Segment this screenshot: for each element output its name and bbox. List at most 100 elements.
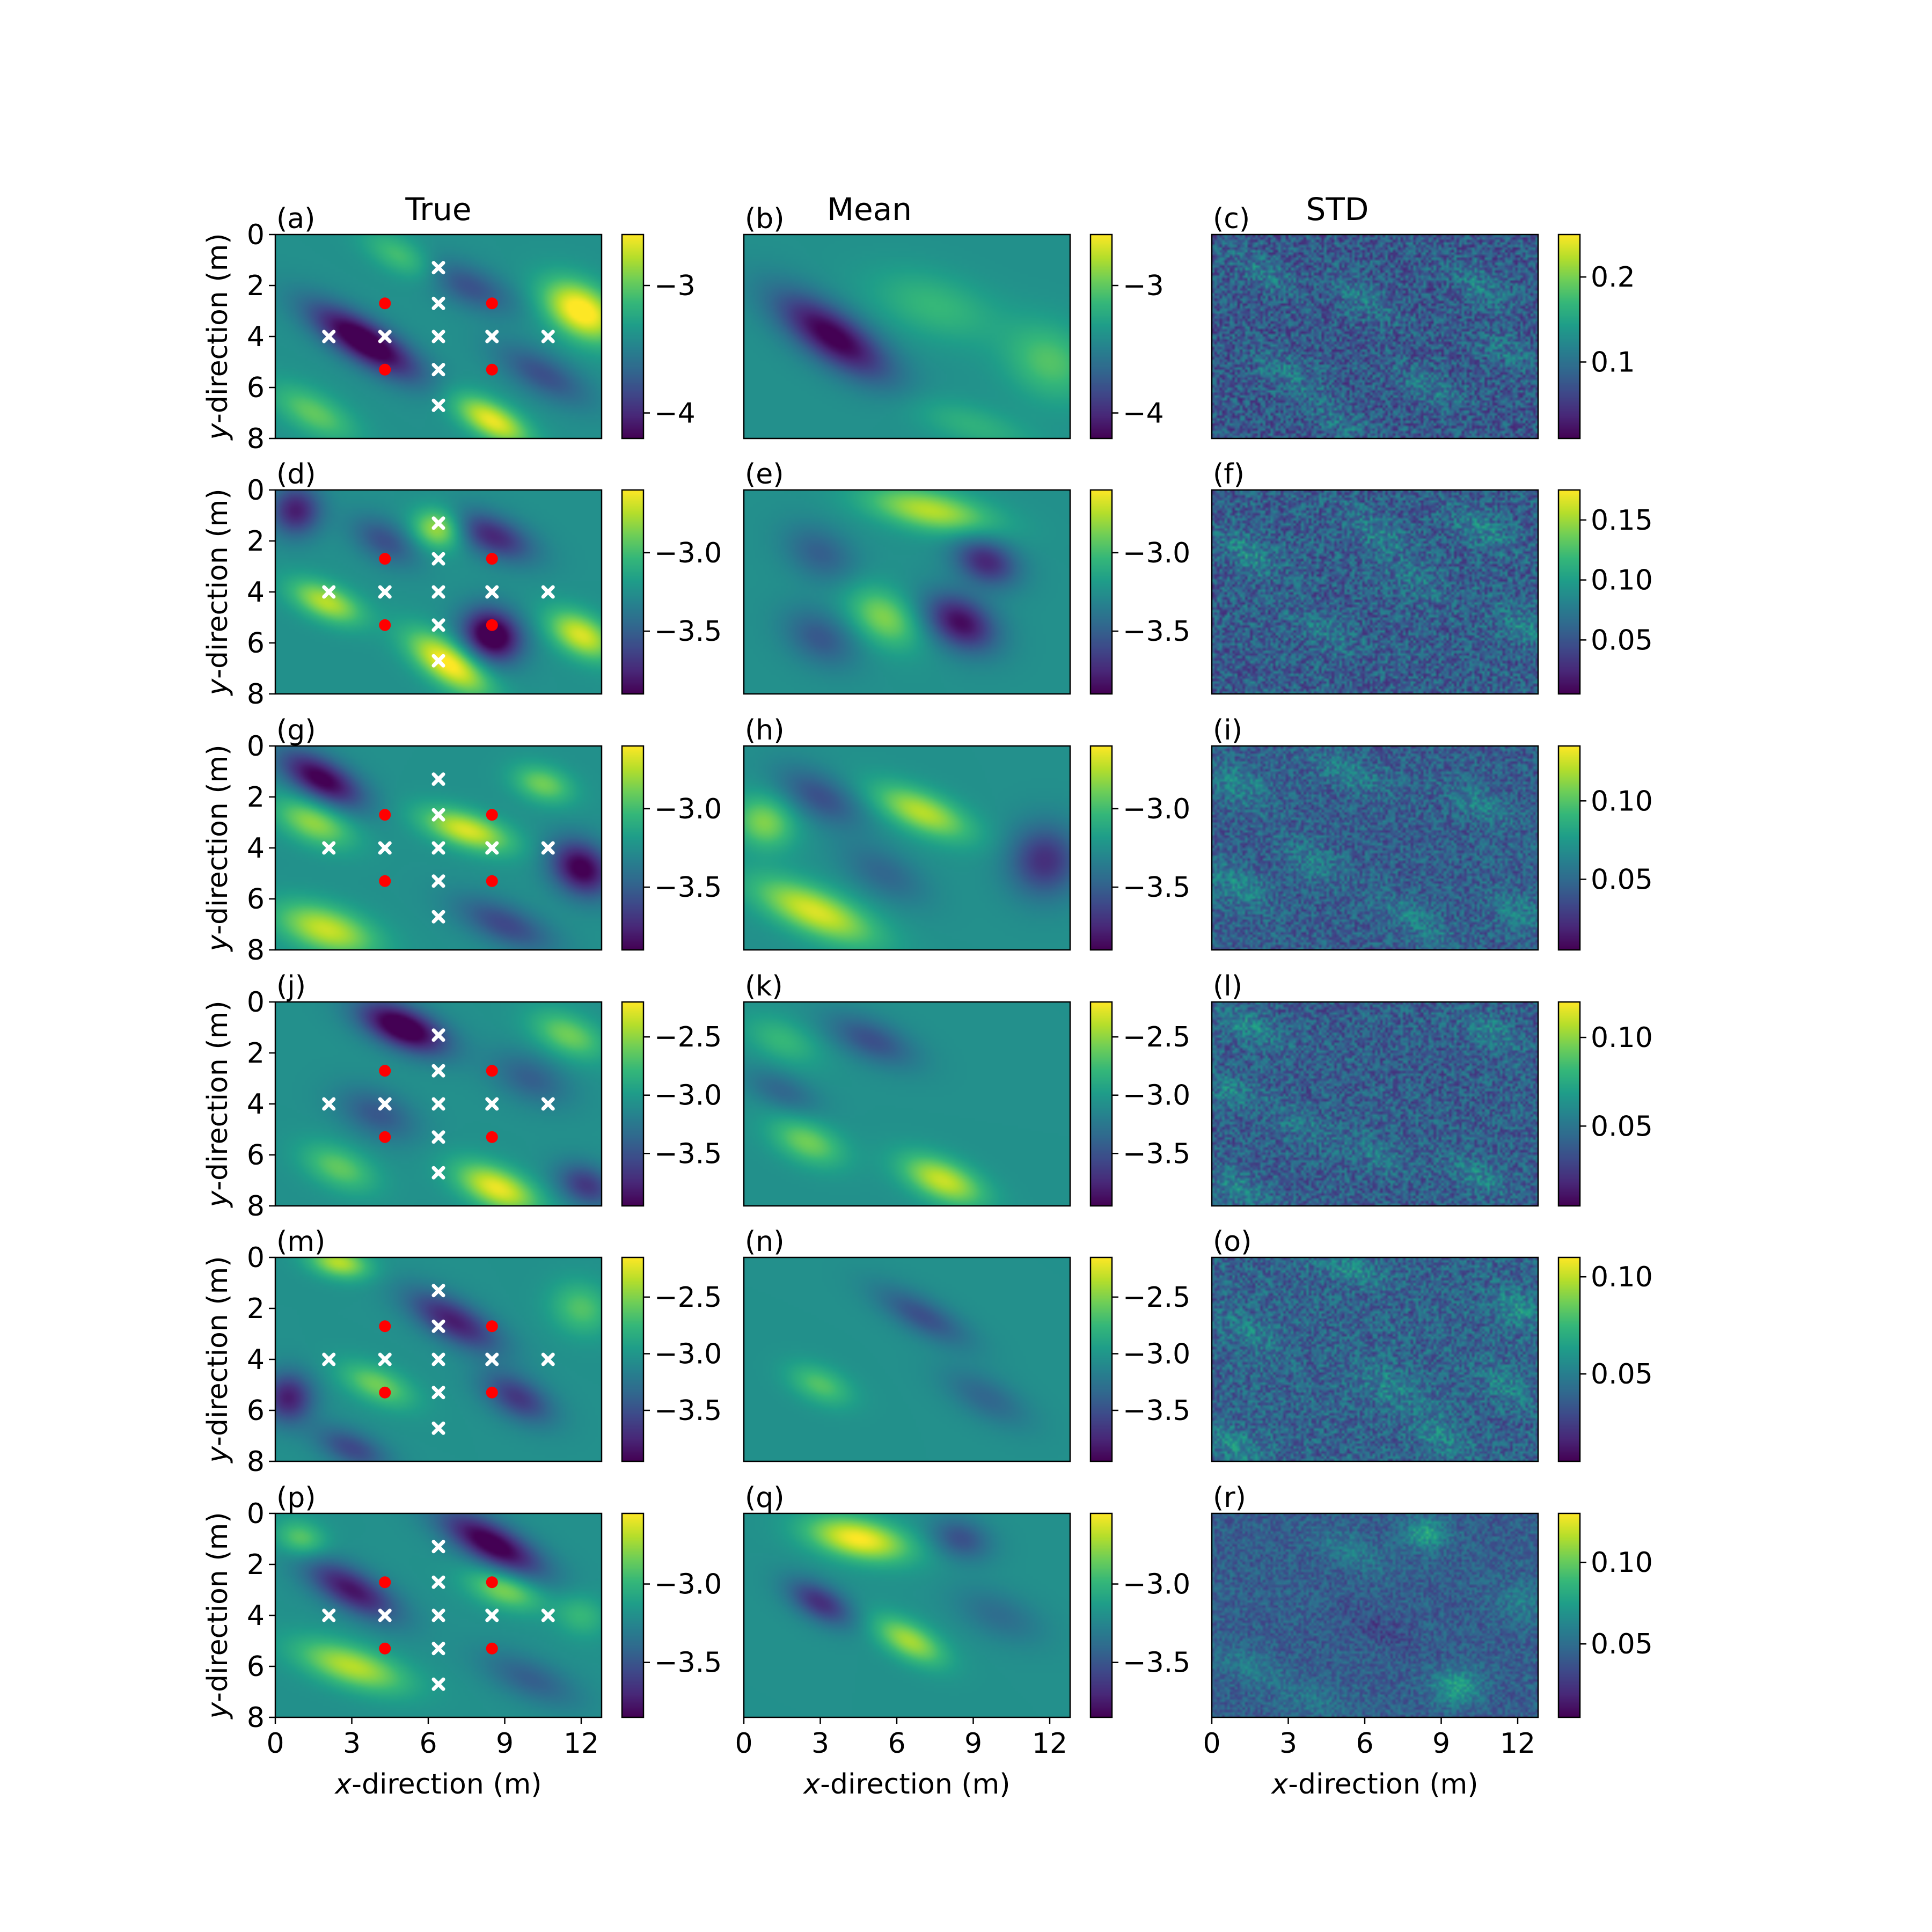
y-axis-suffix: -direction (m): [202, 1512, 234, 1702]
panel-0-1: (b) −3 −4: [743, 203, 1164, 440]
y-tick-label: 6: [247, 1651, 265, 1683]
x-axis-suffix: -direction (m): [352, 1768, 541, 1801]
cross-marker: [378, 585, 392, 599]
y-axis-suffix: -direction (m): [202, 744, 234, 934]
colorbar: [1091, 490, 1112, 694]
colorbar-tick-label: −4: [654, 398, 696, 430]
y-axis-label: y-direction (m): [202, 744, 234, 952]
y-tick-label: 2: [247, 525, 265, 558]
colorbar-tick-label: −3.5: [1123, 872, 1190, 904]
colorbar-tick-label: 0.2: [1591, 261, 1635, 294]
observation-markers: [322, 1540, 555, 1691]
dot-marker: [486, 363, 498, 376]
cross-marker: [485, 585, 499, 599]
cross-marker: [431, 808, 445, 822]
plot-frame: [743, 489, 1071, 695]
colorbar-tick-label: −3.0: [654, 793, 722, 825]
cross-marker: [431, 1097, 445, 1111]
colorbar: [1558, 1257, 1580, 1461]
colorbar-tick-label: −3.0: [1123, 1338, 1190, 1370]
colorbar-frame: [1557, 1512, 1581, 1718]
colorbar-tick-label: −3.5: [1123, 1138, 1190, 1170]
colorbar-frame: [1557, 233, 1581, 440]
dot-marker: [486, 553, 498, 565]
y-axis-suffix: -direction (m): [202, 233, 234, 423]
y-axis-letter: y: [202, 1702, 234, 1720]
x-axis-letter: x: [802, 1768, 821, 1801]
column-title-0: True: [405, 191, 471, 228]
y-axis-suffix: -direction (m): [202, 488, 234, 678]
colorbar-tick-label: −3.0: [1123, 1080, 1190, 1112]
y-tick-label: 0: [247, 986, 265, 1019]
y-tick-label: 6: [247, 883, 265, 916]
cross-marker: [378, 841, 392, 855]
dot-marker: [486, 619, 498, 631]
colorbar: [622, 235, 643, 438]
colorbar: [622, 490, 643, 694]
colorbar-frame: [621, 1256, 645, 1462]
cross-marker: [431, 296, 445, 310]
cross-marker: [541, 1352, 555, 1366]
colorbar-tick-label: −4: [1123, 398, 1164, 430]
cross-marker: [431, 1352, 445, 1366]
dot-marker: [486, 1131, 498, 1143]
panel-4-1: (n) −2.5 −3.0 −3.5: [743, 1226, 1190, 1462]
colorbar-tick-label: −3.5: [654, 1138, 722, 1170]
cross-marker: [322, 585, 336, 599]
cross-marker: [431, 1386, 445, 1400]
y-axis-letter: y: [202, 1190, 234, 1209]
dot-marker: [379, 297, 391, 310]
colorbar-frame: [1089, 489, 1113, 695]
cross-marker: [431, 261, 445, 275]
dot-marker: [379, 1320, 391, 1333]
cross-marker: [541, 330, 555, 343]
y-tick-label: 0: [247, 1242, 265, 1274]
x-tick-label: 6: [419, 1728, 437, 1760]
plot-frame: [1211, 1256, 1539, 1462]
y-axis-suffix: -direction (m): [202, 1256, 234, 1446]
cross-marker: [431, 841, 445, 855]
panel-label: (h): [745, 714, 785, 747]
colorbar-tick-label: −3.0: [654, 1080, 722, 1112]
y-axis-label: y-direction (m): [202, 488, 234, 696]
x-axis-suffix: -direction (m): [820, 1768, 1010, 1801]
cross-marker: [378, 330, 392, 343]
colorbar-tick-label: −3.5: [654, 1395, 722, 1427]
colorbar-frame: [1089, 1256, 1113, 1462]
colorbar-tick-label: 0.05: [1591, 1628, 1653, 1660]
y-tick-label: 8: [247, 934, 265, 967]
colorbar-tick-label: 0.10: [1591, 1261, 1653, 1293]
cross-marker: [541, 1608, 555, 1622]
cross-marker: [485, 330, 499, 343]
y-tick-label: 8: [247, 1446, 265, 1478]
plot-frame: [1211, 233, 1539, 440]
cross-marker: [431, 910, 445, 924]
x-tick-label: 0: [1203, 1728, 1220, 1760]
colorbar-frame: [1557, 745, 1581, 951]
colorbar: [1091, 1513, 1112, 1717]
panel-label: (c): [1213, 203, 1250, 235]
panel-label: (p): [276, 1482, 316, 1514]
dot-marker: [379, 1131, 391, 1143]
panel-label: (g): [276, 714, 316, 747]
cross-marker: [431, 1540, 445, 1554]
y-tick-label: 2: [247, 781, 265, 814]
cross-marker: [322, 1352, 336, 1366]
panel-label: (m): [276, 1226, 325, 1258]
panel-label: (q): [745, 1482, 785, 1514]
colorbar-frame: [621, 233, 645, 440]
cross-marker: [322, 1608, 336, 1622]
colorbar-frame: [1557, 1256, 1581, 1462]
heatmap: [1212, 1257, 1538, 1461]
y-axis-label: y-direction (m): [202, 233, 234, 441]
y-tick-label: 8: [247, 1190, 265, 1223]
colorbar: [622, 1257, 643, 1461]
y-axis-suffix: -direction (m): [202, 1000, 234, 1190]
cross-marker: [431, 1421, 445, 1435]
dot-marker: [379, 619, 391, 631]
observation-markers: [322, 516, 555, 668]
colorbar-frame: [1089, 1001, 1113, 1207]
